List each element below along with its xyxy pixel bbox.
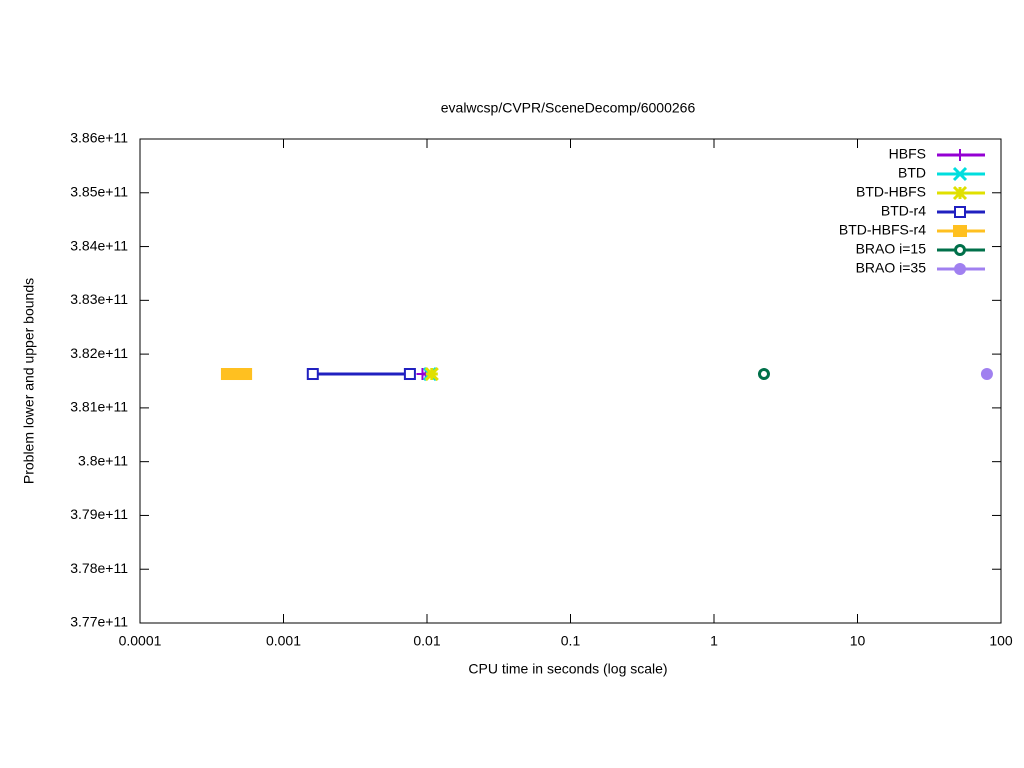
legend-label: BTD-r4: [881, 203, 926, 219]
legend-label: BRAO i=35: [856, 260, 927, 276]
chart-title: evalwcsp/CVPR/SceneDecomp/6000266: [441, 100, 696, 116]
x-axis-label: CPU time in seconds (log scale): [468, 661, 667, 677]
y-tick-label: 3.78e+11: [70, 560, 128, 576]
y-tick-label: 3.85e+11: [70, 183, 128, 199]
y-tick-label: 3.79e+11: [70, 506, 128, 522]
data-point: [980, 368, 993, 381]
y-tick-label: 3.84e+11: [70, 237, 128, 253]
x-tick-label: 0.1: [561, 633, 581, 649]
legend-symbol: [952, 166, 968, 182]
y-tick-label: 3.8e+11: [78, 452, 128, 468]
legend-label: BTD-HBFS-r4: [839, 222, 926, 238]
x-tick-label: 0.01: [413, 633, 440, 649]
legend-label: BTD: [898, 165, 926, 181]
y-tick-label: 3.81e+11: [70, 399, 128, 415]
legend-symbol: [954, 244, 966, 256]
legend-symbol: [954, 263, 966, 275]
data-point: [238, 368, 253, 381]
y-tick-label: 3.82e+11: [70, 345, 128, 361]
legend-symbol: [953, 225, 967, 237]
data-point: [757, 368, 770, 381]
legend-label: BTD-HBFS: [856, 184, 926, 200]
x-tick-label: 1: [710, 633, 718, 649]
y-tick-label: 3.86e+11: [70, 130, 128, 146]
y-tick-label: 3.77e+11: [70, 614, 128, 630]
data-point: [424, 366, 439, 382]
x-tick-label: 0.001: [266, 633, 301, 649]
x-tick-label: 0.0001: [119, 633, 162, 649]
y-tick-label: 3.83e+11: [70, 291, 128, 307]
legend-label: BRAO i=15: [856, 241, 927, 257]
data-point: [306, 368, 319, 381]
legend-symbol: [954, 149, 966, 161]
x-tick-label: 100: [989, 633, 1013, 649]
legend-symbol: [952, 185, 968, 201]
legend-label: HBFS: [889, 146, 926, 162]
y-axis-label: Problem lower and upper bounds: [21, 278, 37, 484]
data-point: [403, 368, 416, 381]
x-tick-label: 10: [850, 633, 866, 649]
legend-symbol: [954, 206, 966, 218]
